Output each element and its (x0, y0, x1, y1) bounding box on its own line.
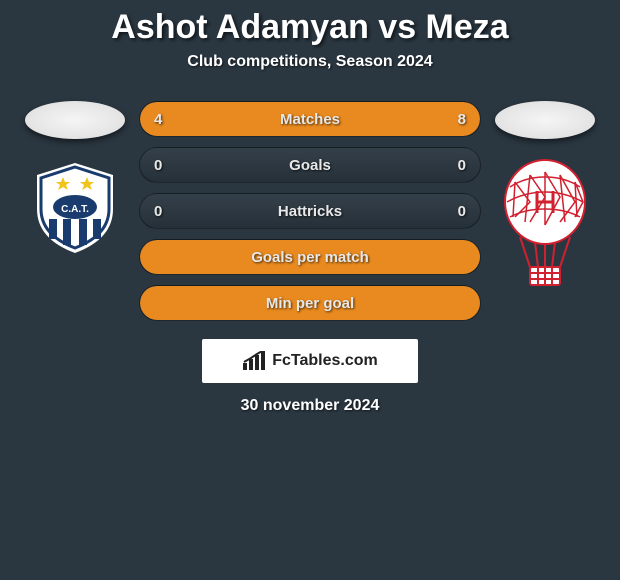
main-row: C.A.T. 4Matches80Goals00Hattricks0Goals … (0, 101, 620, 321)
player-left-photo (25, 101, 125, 139)
stat-label: Goals (140, 157, 480, 174)
club-right-logo (495, 157, 595, 292)
stats-column: 4Matches80Goals00Hattricks0Goals per mat… (135, 101, 485, 321)
stat-label: Goals per match (140, 249, 480, 266)
stat-value-right: 0 (458, 203, 466, 220)
stat-bar: 0Hattricks0 (139, 193, 481, 229)
player-right-photo (495, 101, 595, 139)
player-right-col (485, 101, 605, 292)
stat-bar: Min per goal (139, 285, 481, 321)
svg-text:C.A.T.: C.A.T. (61, 204, 89, 215)
stat-bar: Goals per match (139, 239, 481, 275)
stat-value-right: 8 (458, 111, 466, 128)
stat-bar: 0Goals0 (139, 147, 481, 183)
chart-icon (242, 351, 266, 371)
stat-label: Min per goal (140, 295, 480, 312)
stat-value-right: 0 (458, 157, 466, 174)
club-left-logo: C.A.T. (25, 157, 125, 257)
date: 30 november 2024 (0, 397, 620, 415)
watermark: FcTables.com (202, 339, 418, 383)
watermark-text: FcTables.com (272, 352, 378, 370)
stat-label: Hattricks (140, 203, 480, 220)
stat-label: Matches (140, 111, 480, 128)
comparison-card: Ashot Adamyan vs Meza Club competitions,… (0, 0, 620, 415)
title: Ashot Adamyan vs Meza (0, 8, 620, 47)
stat-bar: 4Matches8 (139, 101, 481, 137)
player-left-col: C.A.T. (15, 101, 135, 257)
subtitle: Club competitions, Season 2024 (0, 53, 620, 71)
